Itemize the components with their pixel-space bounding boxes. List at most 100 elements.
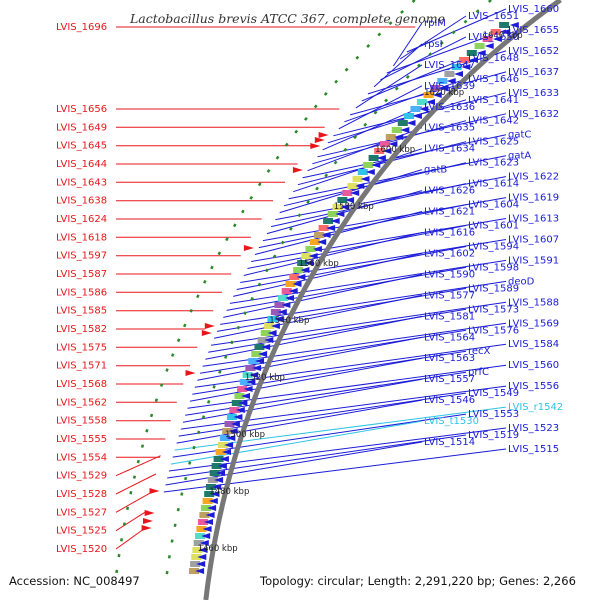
feature-block (192, 547, 203, 553)
right-gene-label: LVIS_1594 (468, 242, 519, 253)
feature-block (191, 554, 202, 560)
right-gene-label: LVIS_1625 (468, 137, 519, 148)
right-gene-label: LVIS_1619 (508, 193, 559, 204)
feature-block (213, 456, 224, 462)
left-gene-label: LVIS_1643 (56, 177, 107, 188)
left-gene-label: LVIS_1587 (56, 269, 107, 280)
left-gene-label: LVIS_1528 (56, 489, 107, 500)
reverse-gene-arrow (204, 519, 213, 525)
right-gene-label: LVIS_1549 (468, 388, 519, 399)
left-gene-label: LVIS_1582 (56, 324, 107, 335)
left-connector (115, 455, 161, 477)
reverse-gene-arrow (226, 435, 236, 441)
left-gene-label: LVIS_1529 (56, 471, 107, 482)
right-connector (170, 420, 423, 465)
reverse-gene-arrow (202, 526, 212, 532)
kbp-label: 1580 kbp (334, 202, 374, 212)
feature-block (231, 400, 242, 406)
feature-block (289, 274, 300, 280)
left-gene-label: LVIS_1645 (56, 141, 107, 152)
gene-feature-tracks (141, 22, 519, 574)
right-connector (258, 204, 467, 249)
right-connector (338, 85, 423, 130)
right-connector (208, 308, 467, 353)
right-gene-label: LVIS_1576 (468, 325, 519, 336)
reverse-gene-arrow (274, 316, 284, 322)
reverse-gene-arrow (277, 309, 287, 315)
reverse-gene-arrow (382, 148, 392, 154)
dotted-track-2 (114, 0, 416, 577)
right-gene-label: LVIS_r1542 (508, 402, 563, 413)
feature-block (204, 491, 215, 497)
right-gene-label: LVIS_1519 (468, 430, 519, 441)
reverse-gene-arrow (255, 358, 264, 364)
feature-block (200, 505, 211, 511)
reverse-gene-arrow (509, 22, 519, 28)
right-gene-label: LVIS_1641 (468, 95, 519, 106)
feature-block (357, 169, 368, 175)
reverse-gene-arrow (264, 337, 274, 343)
right-gene-label: LVIS_1651 (468, 11, 519, 22)
reverse-gene-arrow (198, 547, 208, 553)
feature-block (190, 561, 201, 567)
reverse-gene-arrow (288, 288, 298, 294)
feature-block (189, 568, 199, 574)
reverse-gene-arrow (376, 155, 386, 161)
reverse-gene-arrow (340, 204, 350, 210)
right-gene-label: LVIS_1626 (424, 186, 475, 197)
feature-block (237, 386, 248, 392)
right-gene-label: LVIS_1563 (424, 353, 475, 364)
feature-block (423, 92, 434, 98)
forward-gene-arrow (292, 167, 303, 173)
right-connector (406, 8, 507, 53)
reverse-gene-arrow (267, 330, 277, 336)
feature-block (274, 302, 285, 308)
reverse-gene-arrow (224, 442, 234, 448)
feature-block (193, 540, 204, 546)
right-gene-label: LVIS_1632 (508, 109, 559, 120)
left-connector (115, 491, 152, 513)
feature-block (245, 365, 256, 371)
right-connector (355, 64, 423, 109)
left-gene-label: LVIS_1585 (56, 306, 107, 317)
right-gene-label: LVIS_1642 (468, 116, 519, 127)
reverse-gene-arrow (228, 428, 238, 434)
reverse-gene-arrow (388, 141, 398, 147)
feature-block (347, 183, 358, 189)
genome-backbone (203, 0, 562, 600)
feature-block (466, 50, 477, 56)
feature-block (217, 442, 228, 448)
reverse-gene-arrow (321, 232, 331, 238)
reverse-gene-arrow (406, 120, 416, 126)
right-gene-label: LVIS_1604 (468, 200, 519, 211)
feature-block (229, 407, 240, 413)
gene-labels: LVIS_1696 LVIS_1656 LVIS_1649 LVIS_1645 LVIS… (56, 4, 563, 555)
right-gene-label: LVIS_1647 (424, 60, 475, 71)
reverse-gene-arrow (195, 568, 205, 574)
right-connector (197, 336, 423, 381)
right-gene-label: LVIS_1639 (424, 81, 475, 92)
feature-block (278, 295, 288, 301)
reverse-gene-arrow (197, 554, 207, 560)
left-gene-label: LVIS_1520 (56, 544, 107, 555)
right-connector (392, 22, 423, 67)
left-gene-label: LVIS_1618 (56, 232, 107, 243)
forward-gene-arrow (143, 518, 153, 524)
reverse-gene-arrow (432, 92, 442, 98)
right-gene-label: LVIS_1633 (508, 88, 559, 99)
right-gene-label: gatC (508, 130, 531, 141)
reverse-gene-arrow (326, 225, 336, 231)
map-title: Lactobacillus brevis ATCC 367, complete … (129, 11, 445, 26)
reverse-gene-arrow (484, 43, 494, 49)
accession-label: Accession: NC_008497 (9, 574, 140, 588)
left-gene-label: LVIS_1638 (56, 196, 107, 207)
reverse-gene-arrow (292, 281, 302, 287)
kbp-label: 1600 kbp (375, 145, 415, 155)
feature-block (314, 232, 325, 238)
reverse-gene-arrow (270, 323, 280, 329)
feature-block (416, 99, 427, 105)
right-gene-label: LVIS_1598 (468, 262, 519, 273)
right-connector (293, 148, 423, 193)
right-connector (182, 378, 423, 423)
